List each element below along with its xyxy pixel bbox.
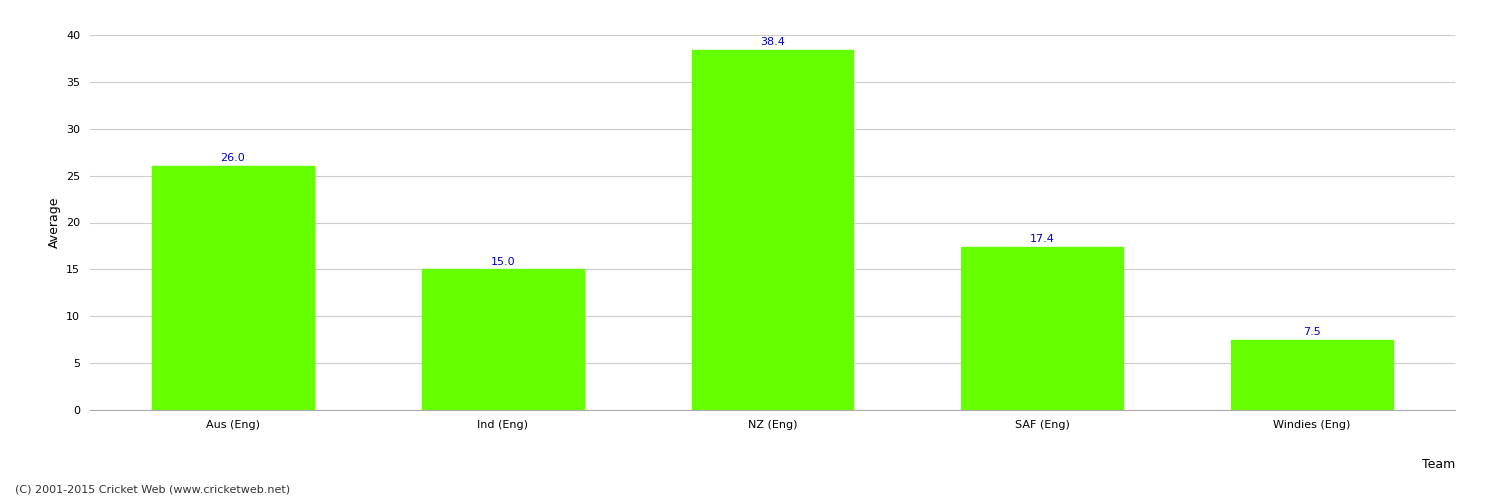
- Bar: [962, 247, 1124, 410]
- Bar: [1232, 340, 1394, 410]
- Bar: [152, 166, 314, 410]
- Text: 26.0: 26.0: [220, 154, 246, 164]
- Text: 38.4: 38.4: [760, 37, 784, 47]
- Text: Team: Team: [1422, 458, 1455, 471]
- Y-axis label: Average: Average: [48, 196, 60, 248]
- Text: 7.5: 7.5: [1304, 327, 1322, 337]
- Text: 15.0: 15.0: [490, 256, 514, 266]
- Bar: [692, 50, 853, 410]
- Bar: [422, 270, 584, 410]
- Text: 17.4: 17.4: [1030, 234, 1054, 244]
- Text: (C) 2001-2015 Cricket Web (www.cricketweb.net): (C) 2001-2015 Cricket Web (www.cricketwe…: [15, 485, 290, 495]
